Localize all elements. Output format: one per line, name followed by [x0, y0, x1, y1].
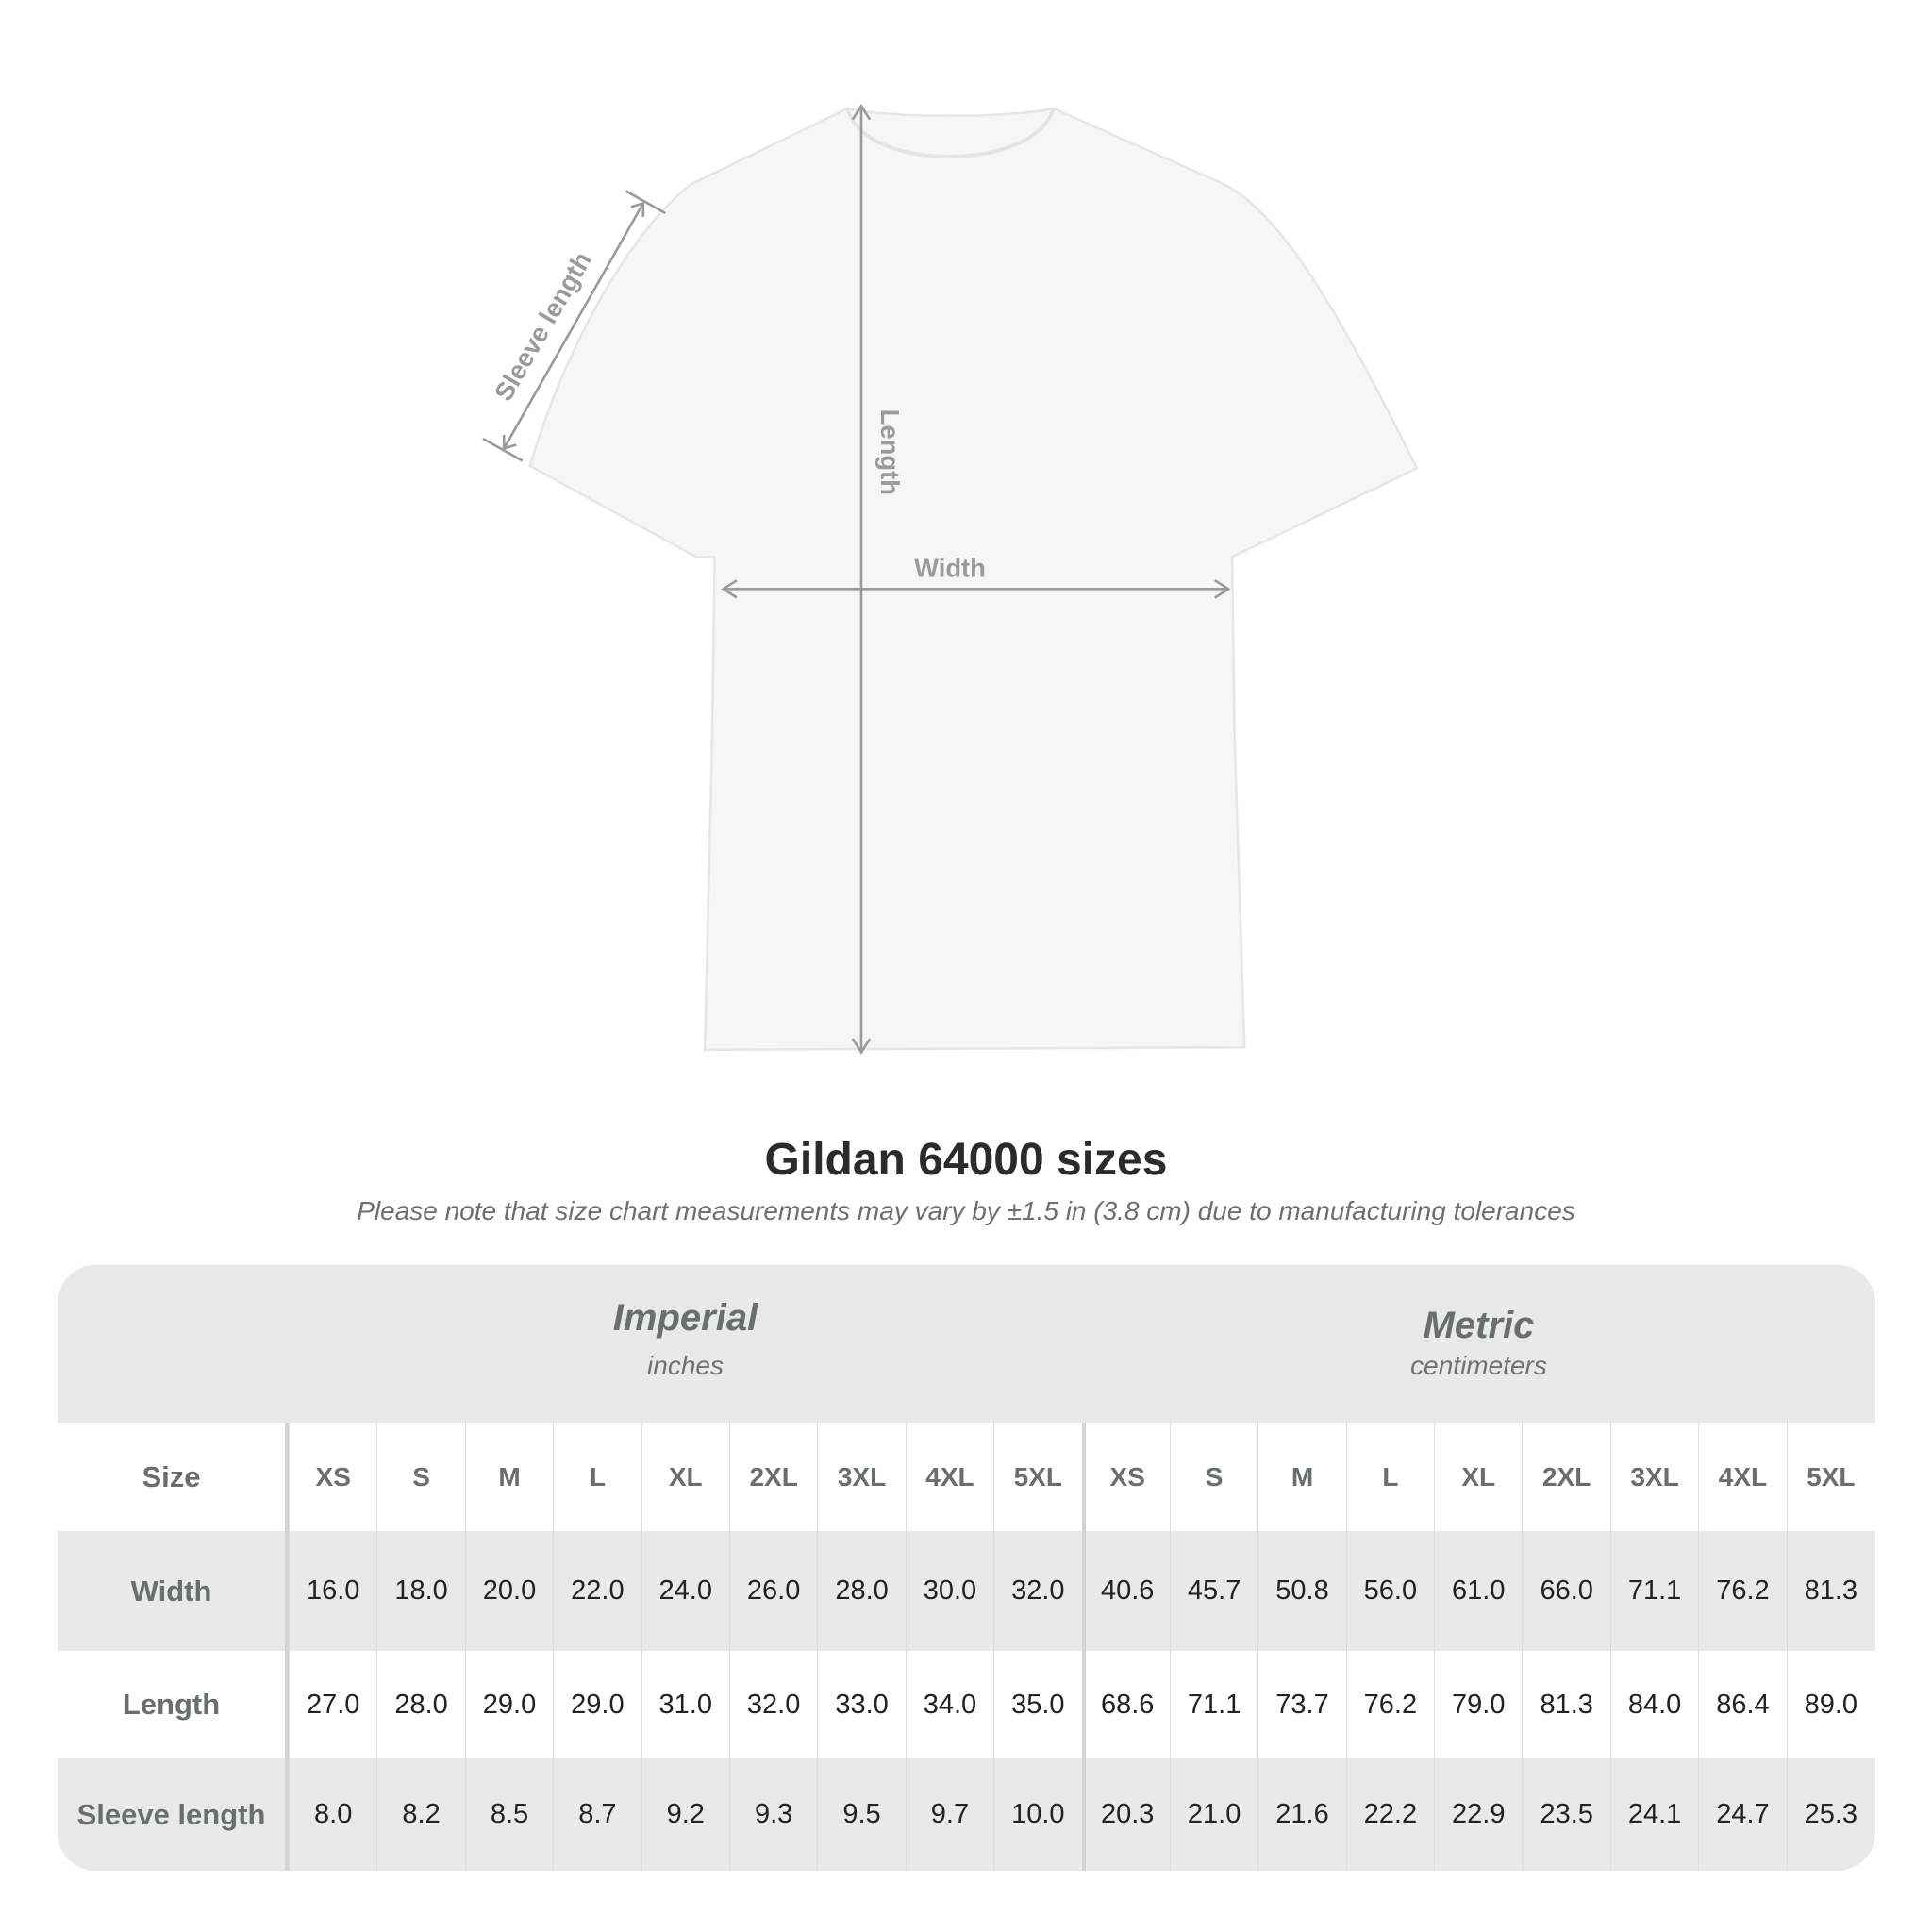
table-row: Sleeve length 8.0 8.2 8.5 8.7 9.2 9.3 9.5 9.7 10.… [58, 1758, 1875, 1871]
metric-value-cell: 50.8 [1257, 1531, 1345, 1651]
imperial-value-cell: 8.7 [553, 1758, 641, 1871]
imperial-header: Imperial inches [289, 1265, 1082, 1423]
metric-header: Metric centimeters [1082, 1265, 1875, 1423]
imperial-value-cell: 9.7 [905, 1758, 993, 1871]
metric-value-cell: 71.1 [1609, 1531, 1698, 1651]
width-label: Width [914, 553, 986, 582]
imperial-value-cell: 35.0 [993, 1651, 1081, 1758]
imperial-value-cell: 29.0 [553, 1651, 641, 1758]
size-header-row: Size XS S M L XL 2XL 3XL 4XL 5XL XS S M L XL 2XL 3XL 4XL… [58, 1423, 1875, 1531]
imperial-value-cell: 9.3 [728, 1758, 817, 1871]
length-label: Length [875, 409, 905, 495]
metric-value-cell: 79.0 [1434, 1651, 1522, 1758]
table-row: Length 27.0 28.0 29.0 29.0 31.0 32.0 33.0 34.0 35… [58, 1651, 1875, 1758]
imperial-value-cell: 10.0 [993, 1758, 1081, 1871]
metric-size-5xl: 5XL [1786, 1423, 1874, 1531]
imperial-value-cell: 32.0 [993, 1531, 1081, 1651]
size-chart-table: Imperial inches Metric centimeters Size … [58, 1265, 1875, 1871]
metric-value-cell: 76.2 [1698, 1531, 1786, 1651]
imperial-value-cell: 16.0 [289, 1531, 376, 1651]
imperial-value-cell: 27.0 [289, 1651, 376, 1758]
imperial-value-cell: 8.2 [376, 1758, 464, 1871]
tshirt-diagram: Length Width Sleeve length [482, 103, 1419, 1055]
imperial-value-cell: 28.0 [376, 1651, 464, 1758]
imperial-value-cell: 22.0 [553, 1531, 641, 1651]
row-label: Length [58, 1651, 289, 1758]
metric-value-cell: 73.7 [1257, 1651, 1345, 1758]
imperial-value-cell: 30.0 [905, 1531, 993, 1651]
metric-size-2xl: 2XL [1522, 1423, 1609, 1531]
imperial-value-cell: 28.0 [817, 1531, 905, 1651]
metric-size-3xl: 3XL [1609, 1423, 1698, 1531]
imperial-value-cell: 9.2 [641, 1758, 729, 1871]
imperial-value-cell: 8.0 [289, 1758, 376, 1871]
metric-value-cell: 25.3 [1786, 1758, 1874, 1871]
metric-value-cell: 81.3 [1786, 1531, 1874, 1651]
imperial-size-xl: XL [641, 1423, 729, 1531]
metric-value-cell: 66.0 [1522, 1531, 1609, 1651]
metric-value-cell: 40.6 [1081, 1531, 1170, 1651]
metric-size-xs: XS [1081, 1423, 1170, 1531]
sleeve-arrow [503, 202, 644, 450]
metric-value-cell: 21.0 [1169, 1758, 1257, 1871]
row-label: Width [58, 1531, 289, 1651]
metric-unit: centimeters [1410, 1351, 1547, 1380]
metric-value-cell: 22.9 [1434, 1758, 1522, 1871]
imperial-value-cell: 24.0 [641, 1531, 729, 1651]
metric-value-cell: 23.5 [1522, 1758, 1609, 1871]
imperial-value-cell: 29.0 [464, 1651, 553, 1758]
metric-value-cell: 20.3 [1081, 1758, 1170, 1871]
imperial-title: Imperial [612, 1297, 758, 1339]
metric-value-cell: 76.2 [1345, 1651, 1434, 1758]
imperial-value-cell: 31.0 [641, 1651, 729, 1758]
imperial-size-s: S [376, 1423, 464, 1531]
imperial-size-xs: XS [289, 1423, 376, 1531]
imperial-size-4xl: 4XL [905, 1423, 993, 1531]
metric-value-cell: 84.0 [1609, 1651, 1698, 1758]
tshirt-illustration [528, 107, 1419, 1052]
tolerance-note: Please note that size chart measurements… [357, 1196, 1575, 1225]
imperial-size-m: M [464, 1423, 553, 1531]
metric-value-cell: 71.1 [1169, 1651, 1257, 1758]
metric-value-cell: 81.3 [1522, 1651, 1609, 1758]
metric-value-cell: 24.1 [1609, 1758, 1698, 1871]
row-label: Sleeve length [58, 1758, 289, 1871]
metric-value-cell: 22.2 [1345, 1758, 1434, 1871]
metric-size-m: M [1257, 1423, 1345, 1531]
metric-size-4xl: 4XL [1698, 1423, 1786, 1531]
metric-size-xl: XL [1434, 1423, 1522, 1531]
imperial-value-cell: 33.0 [817, 1651, 905, 1758]
imperial-unit: inches [647, 1351, 724, 1380]
imperial-size-3xl: 3XL [817, 1423, 905, 1531]
imperial-value-cell: 18.0 [376, 1531, 464, 1651]
imperial-size-l: L [553, 1423, 641, 1531]
imperial-size-5xl: 5XL [993, 1423, 1081, 1531]
table-row: Width 16.0 18.0 20.0 22.0 24.0 26.0 28.0 30.0 32.… [58, 1531, 1875, 1651]
metric-value-cell: 89.0 [1786, 1651, 1874, 1758]
metric-size-l: L [1345, 1423, 1434, 1531]
metric-size-s: S [1169, 1423, 1257, 1531]
metric-value-cell: 24.7 [1698, 1758, 1786, 1871]
imperial-value-cell: 9.5 [817, 1758, 905, 1871]
metric-value-cell: 56.0 [1345, 1531, 1434, 1651]
metric-value-cell: 45.7 [1169, 1531, 1257, 1651]
metric-value-cell: 21.6 [1257, 1758, 1345, 1871]
imperial-size-2xl: 2XL [728, 1423, 817, 1531]
metric-value-cell: 68.6 [1081, 1651, 1170, 1758]
metric-title: Metric [1423, 1305, 1535, 1346]
imperial-value-cell: 32.0 [728, 1651, 817, 1758]
imperial-value-cell: 34.0 [905, 1651, 993, 1758]
size-label: Size [58, 1423, 289, 1531]
metric-value-cell: 86.4 [1698, 1651, 1786, 1758]
metric-value-cell: 61.0 [1434, 1531, 1522, 1651]
imperial-value-cell: 20.0 [464, 1531, 553, 1651]
imperial-value-cell: 8.5 [464, 1758, 553, 1871]
page-title: Gildan 64000 sizes [764, 1135, 1168, 1185]
imperial-value-cell: 26.0 [728, 1531, 817, 1651]
